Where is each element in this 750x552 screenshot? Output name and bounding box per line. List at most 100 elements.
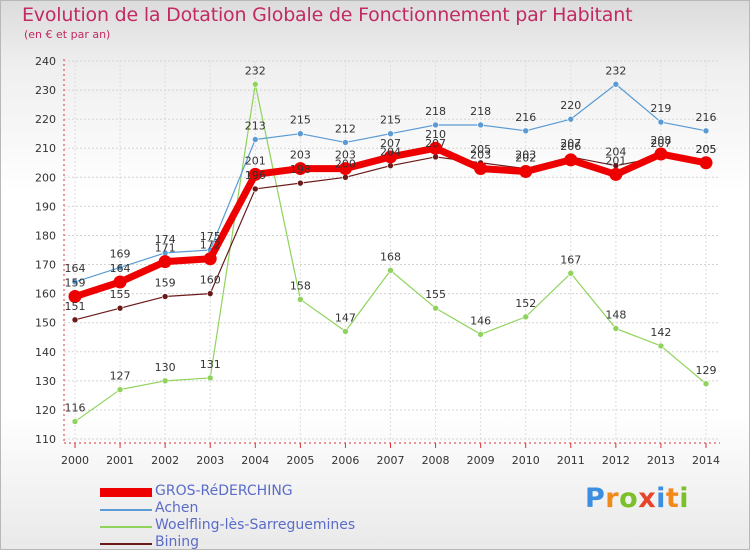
legend-label-achen: Achen [155, 500, 199, 516]
point-achen-2005 [297, 130, 304, 137]
y-tick-label-130: 130 [35, 375, 56, 388]
point-achen-2010 [522, 127, 530, 135]
point-achen-2011 [567, 115, 575, 123]
point-gros-rederching-2006 [338, 162, 352, 176]
point-gros-rederching-2011 [564, 153, 578, 167]
legend-label-bining: Bining [155, 534, 200, 550]
point-bining-2003 [206, 290, 214, 297]
x-tick-label-2003: 2003 [196, 454, 224, 467]
data-label-achen-2001: 169 [110, 247, 131, 260]
data-label-woelfling-les-sarreguemines-2011: 167 [560, 253, 581, 266]
x-tick-label-2014: 2014 [692, 454, 720, 467]
y-tick-label-180: 180 [35, 229, 56, 242]
point-achen-2008 [432, 121, 439, 129]
y-tick-label-160: 160 [35, 288, 56, 301]
data-label-achen-2003: 175 [200, 230, 221, 243]
point-achen-2007 [387, 130, 394, 137]
data-label-achen-2011: 220 [560, 99, 581, 112]
data-label-woelfling-les-sarreguemines-2007: 168 [380, 250, 401, 263]
chart-title: Evolution de la Dotation Globale de Fonc… [22, 4, 633, 26]
data-label-achen-2002: 174 [155, 233, 176, 246]
point-woelfling-les-sarreguemines-2004 [251, 80, 259, 88]
data-label-achen-2014: 216 [696, 111, 717, 124]
legend-swatch-gros-rederching [100, 488, 152, 497]
data-label-achen-2006: 212 [335, 122, 356, 135]
x-tick-label-2012: 2012 [602, 454, 630, 467]
point-achen-2001 [116, 264, 124, 271]
y-tick-label-220: 220 [35, 113, 56, 126]
data-label-bining-2008: 207 [425, 137, 446, 150]
data-label-bining-2007: 204 [380, 146, 401, 159]
data-label-gros-rederching-2005: 203 [290, 149, 311, 162]
data-label-bining-2003: 160 [200, 274, 221, 287]
logo-letter-t: t [665, 483, 680, 514]
logo-letter-o: o [619, 483, 639, 514]
data-label-achen-2005: 215 [290, 114, 311, 127]
x-tick-label-2002: 2002 [151, 454, 179, 467]
point-woelfling-les-sarreguemines-2010 [522, 313, 530, 321]
point-achen-2009 [477, 121, 484, 129]
data-label-bining-2000: 151 [65, 300, 86, 313]
x-tick-label-2004: 2004 [241, 454, 269, 467]
point-woelfling-les-sarreguemines-2001 [116, 386, 124, 393]
logo-letter-i2: i [679, 483, 690, 514]
logo-letter-x: x [638, 483, 657, 514]
data-label-woelfling-les-sarreguemines-2004: 232 [245, 64, 266, 77]
point-bining-2006 [342, 174, 349, 181]
point-woelfling-les-sarreguemines-2009 [477, 331, 484, 338]
legend-swatch-woelfling [100, 526, 152, 528]
data-label-gros-rederching-2014: 205 [696, 143, 717, 156]
data-label-gros-rederching-2002: 171 [155, 242, 176, 255]
data-label-gros-rederching-2013: 208 [650, 134, 671, 147]
data-label-woelfling-les-sarreguemines-2012: 148 [605, 309, 626, 322]
logo-letter-i: i [656, 483, 666, 514]
point-gros-rederching-2000 [68, 290, 82, 304]
data-label-gros-rederching-2008: 210 [425, 128, 446, 141]
point-achen-2013 [657, 118, 665, 126]
data-label-bining-2009: 205 [470, 143, 491, 156]
point-achen-2014 [702, 127, 710, 135]
legend-swatch-bining [100, 543, 152, 545]
y-tick-label-190: 190 [35, 200, 56, 213]
point-woelfling-les-sarreguemines-2013 [657, 342, 665, 350]
data-label-woelfling-les-sarreguemines-2000: 116 [65, 402, 86, 415]
legend-swatch-achen [100, 509, 152, 511]
point-gros-rederching-2003 [203, 252, 217, 266]
y-tick-label-140: 140 [35, 346, 56, 359]
point-gros-rederching-2009 [474, 162, 488, 176]
point-bining-2001 [116, 304, 124, 312]
data-label-bining-2012: 204 [605, 146, 626, 159]
data-label-woelfling-les-sarreguemines-2008: 155 [425, 288, 446, 301]
point-bining-2008 [432, 153, 439, 161]
data-label-woelfling-les-sarreguemines-2003: 131 [200, 358, 221, 371]
data-label-woelfling-les-sarreguemines-2002: 130 [155, 361, 176, 374]
point-gros-rederching-2002 [158, 255, 172, 269]
y-tick-label-210: 210 [35, 142, 56, 155]
data-label-achen-2012: 232 [605, 64, 626, 77]
point-woelfling-les-sarreguemines-2000 [71, 418, 79, 425]
data-label-woelfling-les-sarreguemines-2006: 147 [335, 311, 356, 324]
proxiti-logo: Proxiti [585, 483, 689, 514]
data-label-gros-rederching-2011: 206 [560, 140, 581, 153]
point-woelfling-les-sarreguemines-2012 [612, 325, 620, 332]
point-gros-rederching-2005 [293, 162, 307, 176]
point-bining-2000 [71, 316, 79, 324]
data-label-gros-rederching-2009: 203 [470, 149, 491, 162]
data-label-gros-rederching-2004: 201 [245, 154, 266, 167]
y-tick-label-150: 150 [35, 317, 56, 330]
point-woelfling-les-sarreguemines-2007 [387, 267, 394, 274]
y-tick-label-110: 110 [35, 433, 56, 446]
data-label-bining-2004: 196 [245, 169, 266, 182]
data-label-achen-2007: 215 [380, 114, 401, 127]
data-label-bining-2006: 200 [335, 157, 356, 170]
x-tick-label-2010: 2010 [512, 454, 540, 467]
data-label-gros-rederching-2007: 207 [380, 137, 401, 150]
point-bining-2007 [387, 162, 394, 169]
point-achen-2012 [612, 80, 620, 88]
x-tick-label-2013: 2013 [647, 454, 675, 467]
y-tick-label-120: 120 [35, 404, 56, 417]
data-label-gros-rederching-2010: 202 [515, 151, 536, 164]
data-label-woelfling-les-sarreguemines-2009: 146 [470, 314, 491, 327]
point-woelfling-les-sarreguemines-2014 [702, 380, 710, 388]
